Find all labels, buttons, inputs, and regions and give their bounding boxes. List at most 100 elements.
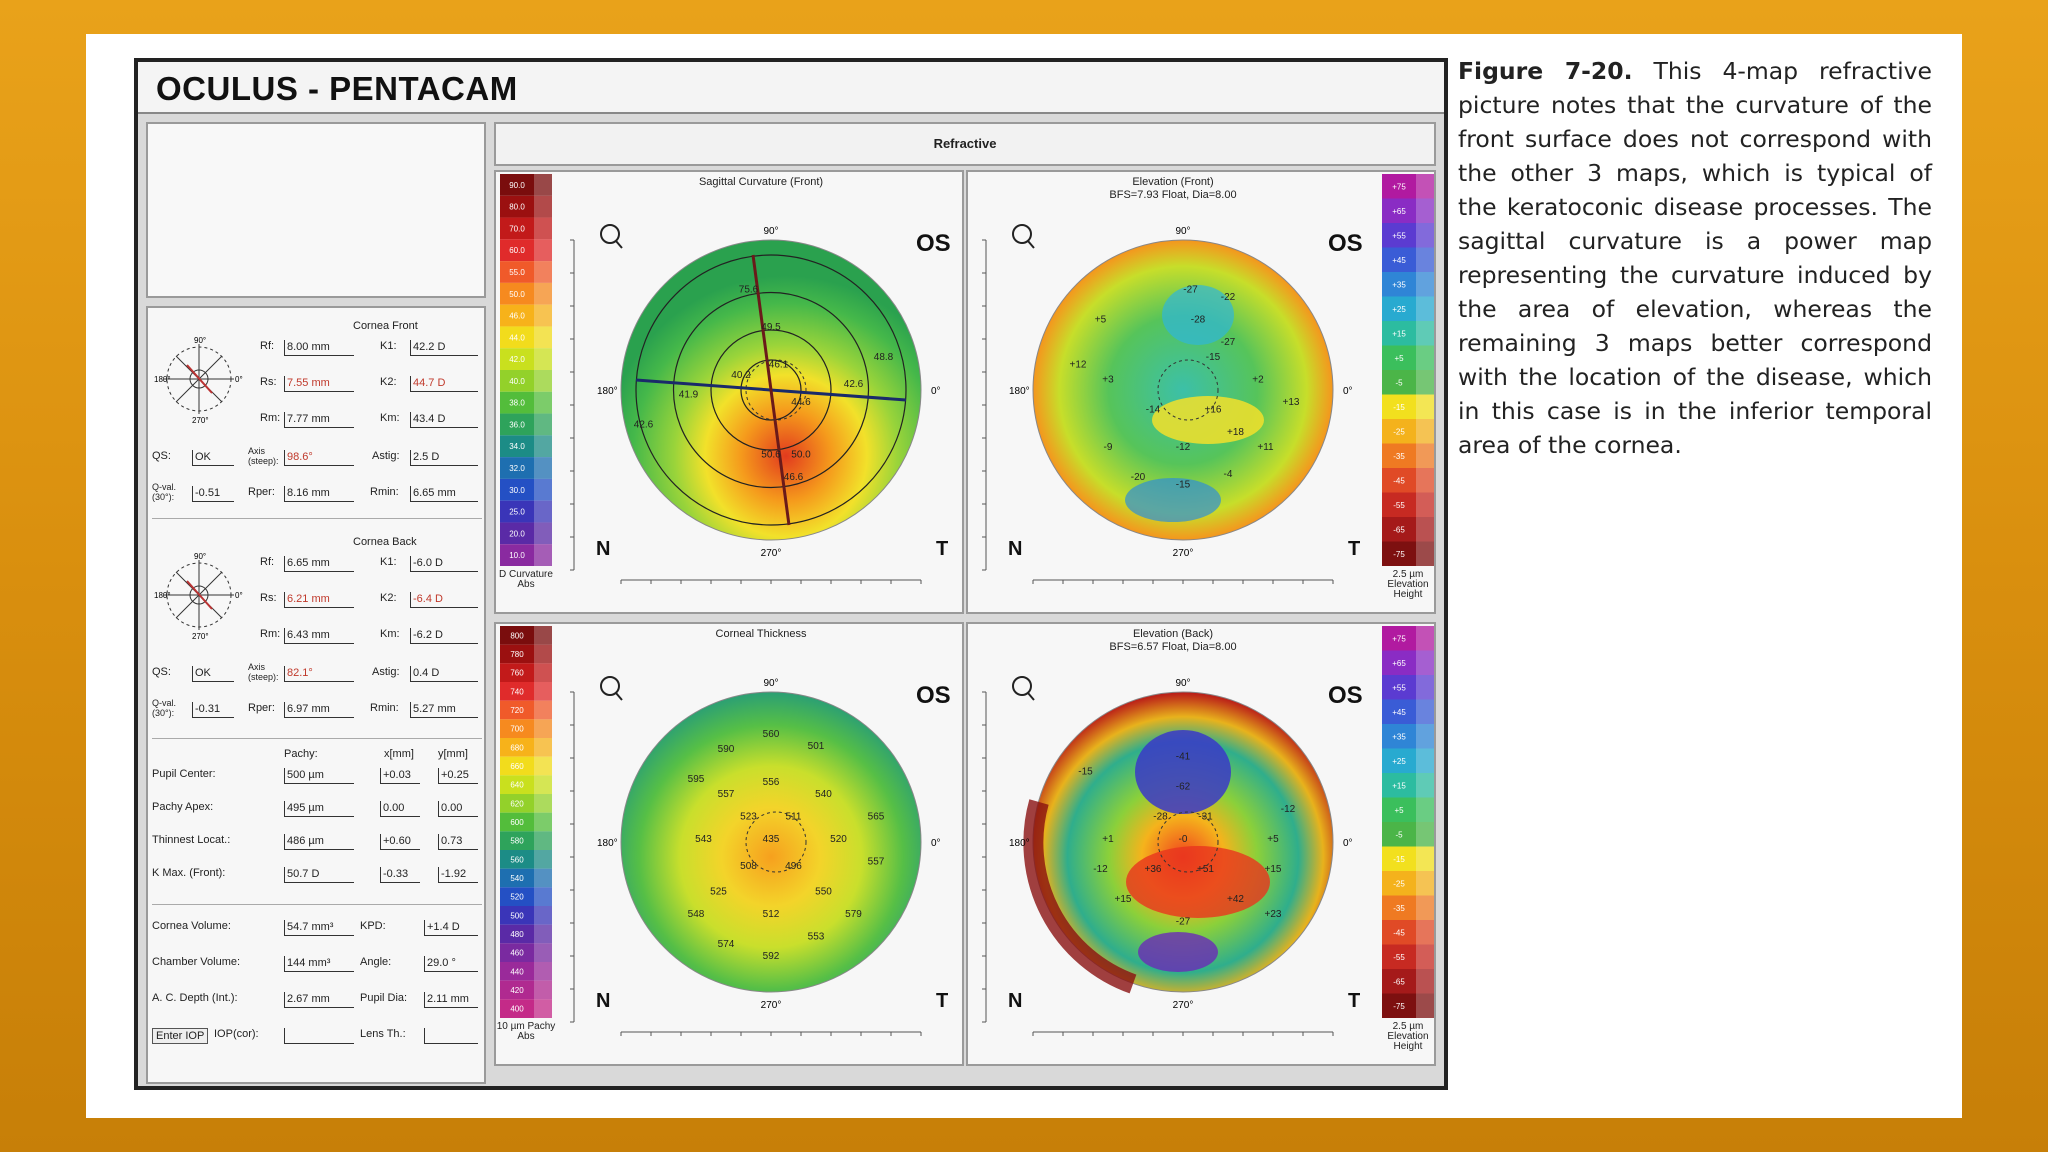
cornea-back-row-value: -6.2 D (410, 628, 478, 644)
cornea-back-title: Cornea Back (353, 536, 417, 548)
zoom-icon[interactable] (600, 224, 623, 249)
deg-0-label: 0° (931, 838, 941, 849)
cornea-front-rper-label: Rper: (248, 486, 275, 498)
pachy-row-label: Pupil Center: (152, 768, 216, 780)
scale-swatch (500, 217, 534, 240)
figure-caption: Figure 7-20. This 4-map refractive pictu… (1458, 54, 1932, 462)
scale-swatch-band (1416, 419, 1434, 444)
map-title: Elevation (Back) BFS=6.57 Float, Dia=8.00 (968, 628, 1378, 654)
map-value-label: -15 (1078, 767, 1093, 778)
deg-270-label: 270° (1173, 1000, 1194, 1011)
map-title-text: Elevation (Front) (1132, 176, 1214, 188)
map-value-label: +3 (1102, 375, 1114, 386)
scale-swatch (1382, 419, 1416, 444)
map-value-label: 579 (845, 909, 862, 920)
scale-caption: 10 µm Pachy Abs (496, 1021, 556, 1042)
scale-tick-label: +35 (1392, 280, 1406, 289)
map-value-label: -27 (1176, 917, 1191, 928)
cornea-back-row-label: Rm: (260, 628, 281, 640)
scale-swatch (500, 682, 534, 701)
iop-cor-field[interactable] (284, 1028, 354, 1044)
volume-value-2: 2.11 mm (424, 992, 478, 1008)
pentacam-screenshot: OCULUS - PENTACAM Cornea Front 90° 270° … (134, 58, 1448, 1090)
scale-tick-label: 660 (510, 762, 524, 771)
cornea-back-rmin-label: Rmin: (370, 702, 399, 714)
map-value-label: -15 (1206, 352, 1221, 363)
deg-270-label: 270° (1173, 548, 1194, 559)
scale-swatch (500, 326, 534, 349)
cornea-front-row-value: 8.00 mm (284, 340, 354, 356)
scale-swatch (1382, 370, 1416, 395)
scale-swatch-band (1416, 272, 1434, 297)
scale-tick-label: -65 (1393, 525, 1405, 534)
map-value-label: -0 (1179, 834, 1188, 845)
map-value-label: 46.6 (784, 472, 804, 483)
pachy-row-label: Thinnest Locat.: (152, 834, 231, 846)
scale-tick-label: 600 (510, 818, 524, 827)
scale-tick-label: -35 (1393, 452, 1405, 461)
cornea-front-row-value: 44.7 D (410, 376, 478, 392)
scale-swatch (500, 663, 534, 682)
deg-0-label: 0° (1343, 386, 1353, 397)
scale-tick-label: -35 (1393, 904, 1405, 913)
map-value-label: -28 (1153, 812, 1168, 823)
scale-swatch (500, 887, 534, 906)
scale-swatch-band (1416, 944, 1434, 969)
volume-value-2[interactable] (424, 1028, 478, 1044)
scale-swatch-band (534, 812, 552, 832)
pachy-value: 486 µm (284, 834, 354, 850)
zoom-icon[interactable] (600, 676, 623, 701)
scale-swatch (500, 980, 534, 1000)
pachy-x: +0.03 (380, 768, 420, 784)
topography-map[interactable]: 90° 270° 0° 180° -27 -22 -28 -27 +5 +12 -15 +13 -14 +… (968, 172, 1438, 616)
scale-swatch (1382, 174, 1416, 199)
deg-180-label: 180° (597, 838, 618, 849)
map-panel-4[interactable]: Elevation (Back) BFS=6.57 Float, Dia=8.00… (966, 622, 1436, 1066)
svg-text:270°: 270° (192, 632, 209, 640)
scale-swatch-band (534, 522, 552, 545)
topography-map[interactable]: 90° 270° 0° 180° -41 -62 -15 -28 -31 -12 -0 +1 +36 +5… (968, 624, 1438, 1068)
scale-swatch (500, 370, 534, 392)
scale-swatch-band (1416, 993, 1434, 1018)
tab-refractive[interactable]: Refractive (494, 122, 1436, 166)
scale-tick-label: 800 (510, 631, 524, 640)
svg-text:0°: 0° (235, 375, 243, 384)
scale-swatch (500, 500, 534, 523)
scale-swatch (1382, 468, 1416, 493)
scale-swatch-band (1416, 370, 1434, 395)
topography-map[interactable]: 90° 270° 0° 180° 590 560 501 595 557 540 556 523 511… (496, 624, 966, 1068)
scale-tick-label: -65 (1393, 977, 1405, 986)
scale-swatch (500, 391, 534, 414)
map-panel-2[interactable]: Elevation (Front) BFS=7.93 Float, Dia=8.0… (966, 170, 1436, 614)
scale-swatch (1382, 699, 1416, 724)
patient-info-box (146, 122, 486, 298)
cornea-back-axis-label: Axis (steep): (248, 662, 279, 682)
scale-swatch-band (534, 831, 552, 850)
scale-swatch-band (534, 738, 552, 757)
map-value-label: +18 (1227, 427, 1244, 438)
scale-tick-label: 440 (510, 967, 524, 976)
map-panel-3[interactable]: Corneal Thickness 800 780 760 740 720 700 680 66… (494, 622, 964, 1066)
scale-tick-label: 60.0 (509, 246, 525, 255)
scale-tick-label: 460 (510, 949, 524, 958)
enter-iop-button[interactable]: Enter IOP (152, 1028, 209, 1044)
scale-swatch-band (534, 924, 552, 944)
topography-map[interactable]: 90° 270° 0° 180° 41.9 40.2 46.1 42.6 44.6 48.8 42.… (496, 172, 966, 616)
map-panel-1[interactable]: Sagittal Curvature (Front) 90.0 80.0 70.0 60… (494, 170, 964, 614)
zoom-icon[interactable] (1012, 224, 1035, 249)
scale-tick-label: -15 (1393, 855, 1405, 864)
pachy-y: +0.25 (438, 768, 478, 784)
scale-swatch (1382, 345, 1416, 370)
scale-tick-label: 560 (510, 855, 524, 864)
scale-tick-label: +45 (1392, 256, 1406, 265)
scale-tick-label: 540 (510, 874, 524, 883)
pachy-y: 0.73 (438, 834, 478, 850)
scale-swatch (1382, 223, 1416, 248)
scale-swatch (1382, 895, 1416, 920)
scale-swatch-band (534, 413, 552, 436)
scale-tick-label: 580 (510, 837, 524, 846)
volume-label: Chamber Volume: (152, 956, 241, 968)
map-value-label: 46.1 (769, 360, 789, 371)
zoom-icon[interactable] (1012, 676, 1035, 701)
scale-tick-label: 40.0 (509, 377, 525, 386)
